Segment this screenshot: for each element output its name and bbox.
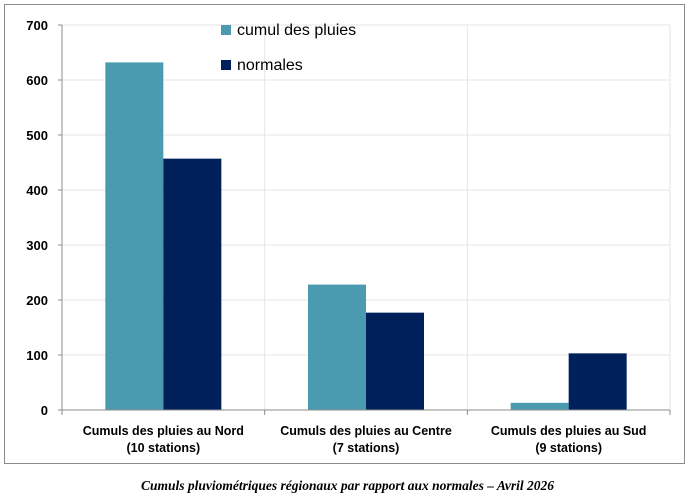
y-tick-label: 200 (26, 293, 48, 308)
legend: cumul des pluies normales (221, 22, 356, 74)
x-category-label: Cumuls des pluies au Sud (9 stations) (491, 424, 647, 455)
bar-cumul-2 (510, 402, 569, 410)
y-tick-label: 600 (26, 73, 48, 88)
y-tick-label: 100 (26, 348, 48, 363)
y-tick-label: 0 (41, 403, 48, 418)
legend-label: normales (237, 57, 303, 74)
legend-swatch (221, 60, 231, 70)
bar-cumul-1 (308, 284, 366, 410)
x-category-label-line: Cumuls des pluies au Sud (491, 424, 647, 438)
bar-normales-0 (163, 158, 222, 410)
x-category-label: Cumuls des pluies au Centre (7 stations) (280, 424, 452, 455)
y-tick-label: 500 (26, 128, 48, 143)
bar-normales-1 (366, 312, 424, 410)
y-tick-label: 700 (26, 18, 48, 33)
x-category-label-line: (10 stations) (127, 441, 201, 455)
legend-label: cumul des pluies (237, 22, 356, 39)
y-axis: 0 100 200 300 400 500 600 700 (26, 18, 63, 418)
bar-cumul-0 (105, 62, 164, 411)
x-category-label-line: Cumuls des pluies au Centre (280, 424, 452, 438)
bars (105, 62, 627, 411)
x-category-label-line: Cumuls des pluies au Nord (83, 424, 244, 438)
x-category-label: Cumuls des pluies au Nord (10 stations) (83, 424, 244, 455)
y-tick-label: 300 (26, 238, 48, 253)
bar-normales-2 (568, 353, 627, 410)
legend-swatch (221, 25, 231, 35)
x-axis: Cumuls des pluies au Nord (10 stations)Cu… (61, 409, 671, 455)
figure-caption: Cumuls pluviométriques régionaux par rap… (141, 478, 554, 493)
bar-chart: 0 100 200 300 400 500 600 700 Cumuls des pluies… (26, 18, 671, 455)
y-tick-label: 400 (26, 183, 48, 198)
x-category-label-line: (9 stations) (535, 441, 602, 455)
x-category-label-line: (7 stations) (333, 441, 400, 455)
